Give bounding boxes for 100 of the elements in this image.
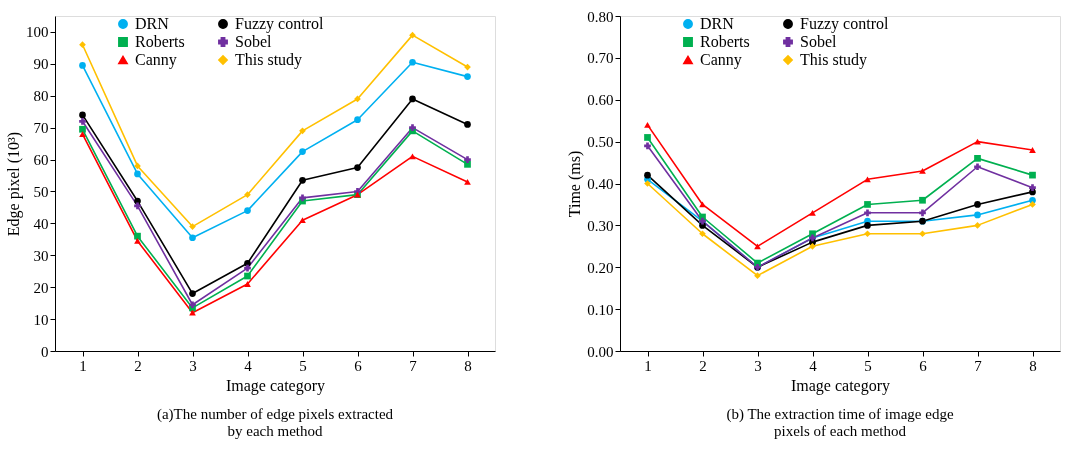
point <box>644 171 651 179</box>
point <box>134 202 141 210</box>
point <box>79 62 86 69</box>
point <box>189 234 196 242</box>
point <box>974 138 981 145</box>
point <box>809 209 816 216</box>
x-tick-label: 1 <box>79 357 87 374</box>
x-tick-label: 8 <box>1029 357 1037 374</box>
y-tick-label: 0.10 <box>587 301 614 318</box>
point <box>189 223 196 230</box>
point <box>644 180 651 187</box>
x-tick-label: 1 <box>644 357 652 374</box>
y-tick-label: 50 <box>33 183 49 200</box>
point <box>299 217 306 224</box>
point <box>79 125 86 133</box>
point <box>464 121 471 128</box>
point <box>919 196 926 204</box>
x-tick-label: 4 <box>809 357 818 374</box>
legend-label: Roberts <box>135 33 185 50</box>
y-tick-label: 20 <box>33 279 49 296</box>
point <box>644 142 651 150</box>
y-tick-label: 10 <box>33 311 49 328</box>
point <box>644 121 651 128</box>
point <box>134 232 141 240</box>
point <box>409 153 416 160</box>
point <box>79 131 86 137</box>
x-tick-label: 4 <box>244 357 253 374</box>
x-tick-label: 5 <box>299 357 307 374</box>
x-tick-label: 6 <box>354 357 363 374</box>
point <box>974 201 981 208</box>
point <box>244 191 251 199</box>
point <box>754 243 761 250</box>
point <box>864 230 871 238</box>
legend-label: This study <box>235 51 303 69</box>
y-tick-label: 0.70 <box>587 50 614 67</box>
point <box>299 127 306 135</box>
point <box>354 116 361 124</box>
y-tick-label: 0.40 <box>587 176 614 192</box>
point <box>189 290 196 297</box>
point <box>189 309 196 316</box>
y-tick-label: 0.30 <box>587 217 614 234</box>
y-tick-label: 70 <box>33 120 49 137</box>
point <box>134 238 141 244</box>
point <box>244 272 251 280</box>
point <box>464 156 471 163</box>
point <box>919 209 926 217</box>
point <box>754 272 761 279</box>
x-axis-title: Image category <box>790 376 891 395</box>
point <box>409 58 416 66</box>
point <box>79 41 86 49</box>
point <box>409 95 416 103</box>
point <box>974 211 981 219</box>
point <box>974 163 981 171</box>
point <box>974 222 981 229</box>
legend-label: Fuzzy control <box>235 15 324 33</box>
y-axis-title: Edge pixel (10³) <box>5 131 23 237</box>
legend-label: Canny <box>135 51 177 69</box>
point <box>354 164 361 171</box>
point <box>79 111 86 119</box>
y-tick-label: 80 <box>33 88 49 105</box>
point <box>134 170 141 178</box>
x-tick-label: 5 <box>864 357 872 374</box>
point <box>1029 201 1036 208</box>
y-tick-label: 100 <box>26 24 49 41</box>
y-tick-label: 0.60 <box>587 92 614 109</box>
y-tick-label: 30 <box>33 247 49 264</box>
x-tick-label: 6 <box>919 357 928 374</box>
y-tick-label: 40 <box>33 215 49 232</box>
text: (b) The extraction time of image edge pixels of each method <box>726 406 954 439</box>
legend-label: Roberts <box>700 33 750 50</box>
x-tick-label: 8 <box>464 357 472 374</box>
point <box>464 73 471 80</box>
legend-label: Sobel <box>800 33 837 50</box>
text: (a)The number of edge pixels extracted by each method <box>156 406 394 439</box>
point <box>864 222 871 229</box>
point <box>864 176 871 183</box>
point <box>299 176 306 184</box>
point <box>864 209 871 217</box>
legend-label: Sobel <box>235 33 272 50</box>
x-tick-label: 2 <box>134 357 142 374</box>
point <box>919 230 926 238</box>
point <box>1029 184 1036 192</box>
y-axis-title: Time (ms) <box>566 150 585 218</box>
point <box>244 264 251 272</box>
point <box>244 207 251 214</box>
legend-label: Fuzzy control <box>800 15 889 33</box>
legend-label: Canny <box>700 51 742 69</box>
point <box>299 148 306 155</box>
x-tick-label: 3 <box>189 357 197 374</box>
point <box>244 281 251 287</box>
x-tick-label: 3 <box>754 357 762 374</box>
point <box>644 134 651 141</box>
point <box>699 230 706 238</box>
y-tick-label: 60 <box>33 152 49 169</box>
y-tick-label: 90 <box>33 56 49 73</box>
point <box>974 155 981 162</box>
point <box>464 179 471 185</box>
point <box>864 201 871 208</box>
y-tick-label: 0.80 <box>587 8 614 25</box>
point <box>1029 147 1036 153</box>
